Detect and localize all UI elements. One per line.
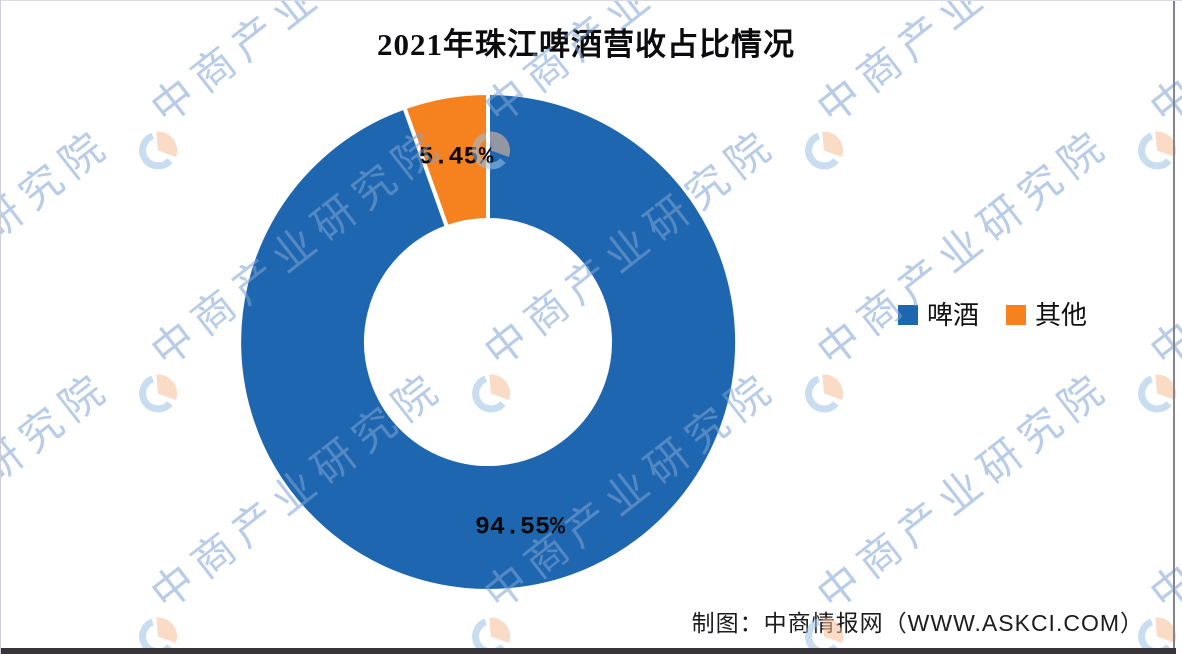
chart-legend: 啤酒 其他: [898, 302, 1087, 328]
watermark-text: 中商产业研究院: [808, 361, 1119, 619]
watermark-text: 中商产业研究院: [808, 118, 1119, 376]
brand-logo: [468, 128, 514, 179]
watermark-text: 中商产业研究院: [1141, 361, 1182, 619]
watermark-text: 中商产业研究院: [142, 118, 453, 376]
legend-label-beer: 啤酒: [927, 300, 980, 330]
chart-title: 2021年珠江啤酒营收占比情况: [377, 27, 795, 62]
pie-slice-1: [402, 91, 490, 230]
watermark-text: 中商产业研究院: [0, 361, 120, 619]
brand-logo: [135, 371, 181, 422]
brand-logo: [468, 371, 514, 422]
watermark-text: 中商产业研究院: [0, 118, 120, 376]
legend-swatch-beer: [898, 305, 918, 325]
brand-logo-icon: [139, 131, 178, 170]
source-credit: 制图：中商情报网（WWW.ASKCI.COM）: [691, 610, 1144, 636]
legend-swatch-other: [1006, 305, 1027, 325]
window-right-border: [1173, 1, 1175, 649]
slice-label-0: 94.55%: [474, 512, 566, 542]
brand-logo-icon: [805, 374, 844, 413]
window-bottom-bar: [1, 648, 1176, 654]
slice-label-1: 5.45%: [418, 142, 494, 172]
legend-item-other: 其他: [1006, 302, 1087, 328]
brand-logo-icon: [472, 131, 511, 170]
watermark-text: 中商产业研究院: [475, 118, 786, 376]
legend-label-other: 其他: [1035, 300, 1088, 330]
watermark-text: 中商产业研究院: [475, 361, 786, 619]
legend-item-beer: 啤酒: [898, 302, 979, 328]
brand-logo: [801, 128, 847, 179]
brand-logo-icon: [805, 131, 844, 170]
watermark-text: 中商产业研究院: [142, 361, 453, 619]
brand-logo-icon: [139, 374, 178, 413]
brand-logo: [135, 128, 181, 179]
brand-logo: [801, 371, 847, 422]
watermark-text: 中商产业研究院: [1141, 118, 1182, 376]
brand-logo-icon: [472, 374, 511, 413]
pie-slice-0: [237, 91, 740, 593]
